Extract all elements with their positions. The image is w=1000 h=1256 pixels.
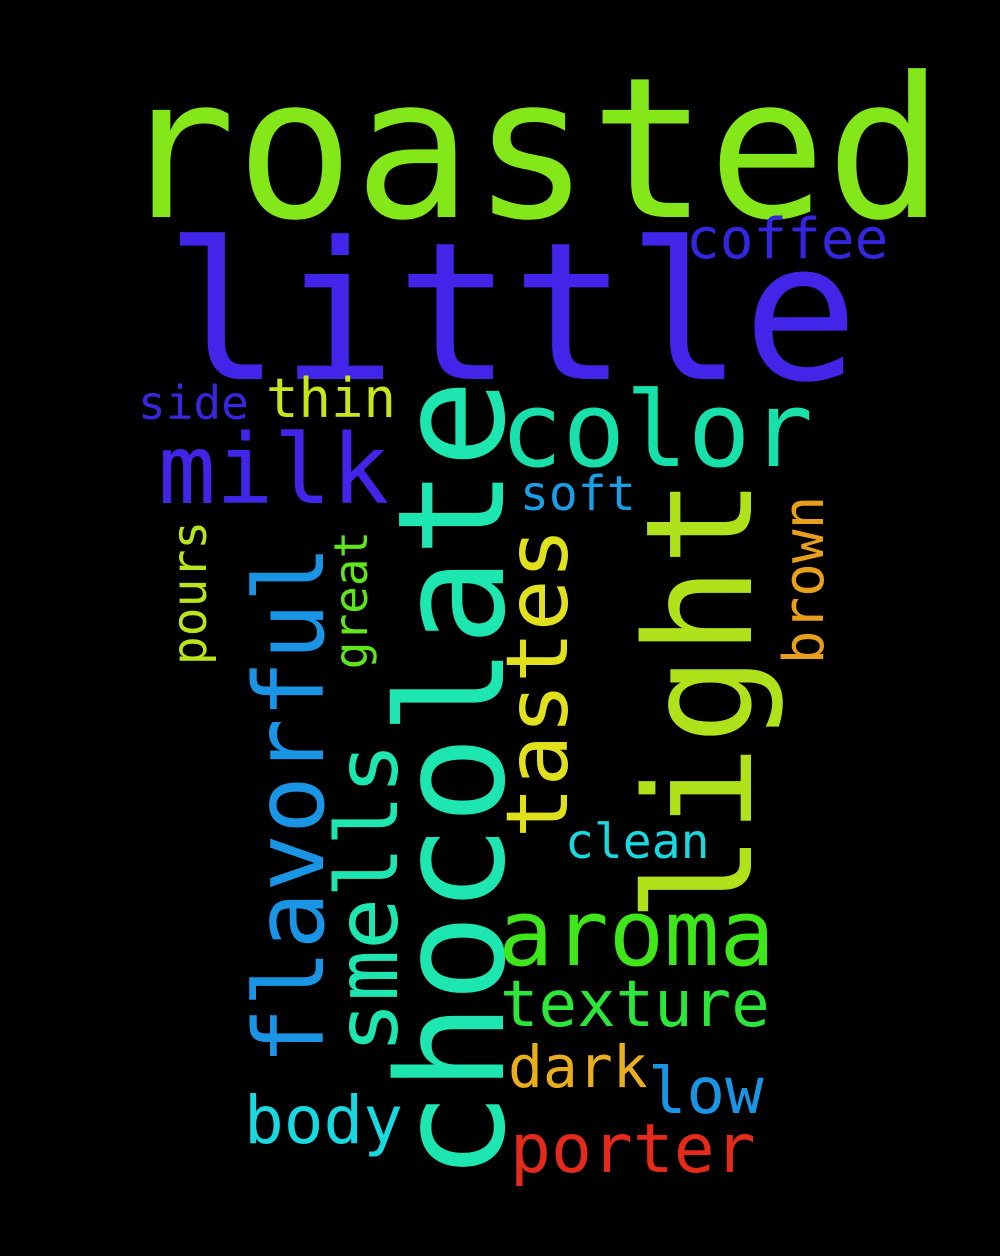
word-clean: clean	[565, 814, 710, 870]
word-tastes: tastes	[488, 527, 588, 839]
word-milk: milk	[158, 414, 390, 526]
word-brown: brown	[772, 495, 837, 665]
word-porter: porter	[510, 1110, 756, 1189]
word-thin: thin	[266, 367, 397, 430]
word-body: body	[244, 1082, 403, 1159]
word-color: color	[500, 369, 814, 491]
word-great: great	[324, 530, 378, 670]
word-smells: smells	[318, 742, 418, 1054]
word-dark: dark	[508, 1033, 648, 1101]
word-texture: texture	[500, 968, 770, 1042]
word-pours: pours	[162, 520, 218, 666]
word-low: low	[648, 1055, 764, 1129]
word-little: little	[165, 202, 859, 425]
word-aroma: aroma	[498, 880, 775, 987]
word-roasted: roasted	[118, 36, 945, 264]
word-soft: soft	[520, 466, 636, 522]
word-coffee: coffee	[686, 207, 889, 272]
word-side: side	[138, 376, 249, 430]
